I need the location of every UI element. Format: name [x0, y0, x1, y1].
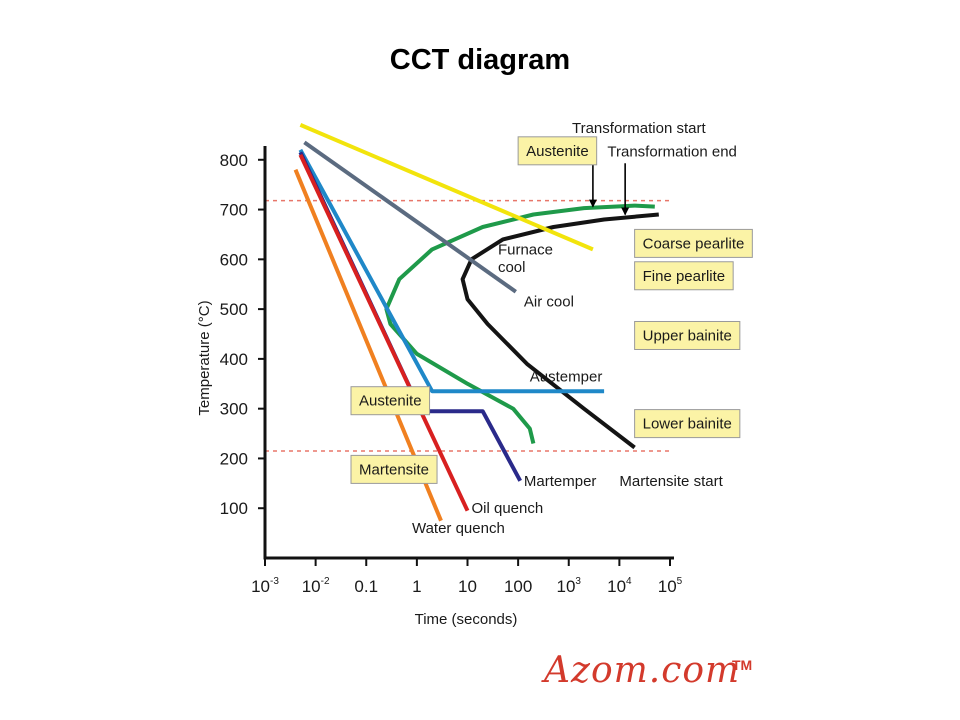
curve-label-austemper: Austemper	[530, 368, 603, 385]
x-tick-label: 10-3	[251, 576, 279, 596]
curve-label-water-quench: Water quench	[412, 520, 505, 537]
x-tick-label: 1	[412, 577, 421, 596]
region-label-box	[634, 228, 753, 258]
y-tick-label: 700	[220, 201, 248, 220]
region-label-martensite: Martensite	[350, 454, 438, 484]
series-line-oil-quench	[298, 153, 470, 512]
region-label-box	[350, 386, 431, 416]
region-label-lower-bainite: Lower bainite	[634, 409, 741, 439]
region-label-text: Austenite	[359, 393, 422, 410]
series-line-transformation-start	[384, 203, 655, 444]
region-label-austenite: Austenite	[517, 136, 598, 166]
x-tick-label: 10-2	[302, 576, 330, 596]
x-axis-label: Time (seconds)	[415, 611, 518, 628]
region-label-box	[634, 409, 741, 439]
page-title: CCT diagram	[389, 44, 571, 76]
azom-logo: Azom.com TM	[541, 650, 752, 691]
curve-label-oil-quench: Oil quench	[472, 500, 544, 517]
region-label-austenite: Austenite	[350, 386, 431, 416]
region-label-text: Fine pearlite	[643, 268, 726, 285]
region-label-box	[634, 261, 734, 291]
curve-label-martensite-start: Martensite start	[619, 473, 723, 490]
y-tick-label: 300	[220, 400, 248, 419]
region-labels: Austenite Coarse pearlite Fine pearlite Upp…	[350, 136, 753, 484]
curve-label-furnace: Furnace	[498, 241, 553, 258]
region-label-text: Martensite	[359, 461, 429, 478]
region-label-coarse-pearlite: Coarse pearlite	[634, 228, 753, 258]
x-tick-label: 105	[658, 576, 683, 596]
series-lines	[293, 123, 659, 522]
y-tick-label: 200	[220, 449, 248, 468]
region-label-text: Coarse pearlite	[643, 235, 745, 252]
axes	[263, 146, 674, 560]
region-label-fine-pearlite: Fine pearlite	[634, 261, 734, 291]
series-line-furnace-cool	[299, 123, 594, 252]
y-tick-label: 500	[220, 300, 248, 319]
y-axis-label: Temperature (°C)	[196, 300, 213, 415]
series-line-air-cool	[303, 140, 517, 294]
azom-logo-text: Azom.com	[541, 650, 740, 691]
y-tick-label: 100	[220, 499, 248, 518]
reference-lines	[265, 199, 670, 452]
region-label-text: Upper bainite	[643, 327, 732, 344]
annotation-transformation-end: Transformation end	[607, 143, 737, 160]
region-label-box	[634, 320, 741, 350]
tick-labels: 100 200 300 400 500 600 700 800 10-3 10-2 0.1 1 10 10…	[220, 151, 683, 596]
azom-logo-tm: TM	[732, 657, 752, 673]
region-label-upper-bainite: Upper bainite	[634, 320, 741, 350]
x-tick-label: 0.1	[354, 577, 378, 596]
y-tick-label: 800	[220, 151, 248, 170]
y-tick-label: 400	[220, 350, 248, 369]
x-tick-label: 100	[504, 577, 532, 596]
region-label-text: Lower bainite	[643, 416, 732, 433]
curve-label-martemper: Martemper	[524, 473, 597, 490]
x-tick-label: 10	[458, 577, 477, 596]
x-tick-label: 103	[557, 576, 582, 596]
series-line-martemper	[298, 151, 522, 482]
series-line-transformation-end	[460, 212, 659, 450]
y-tick-label: 600	[220, 250, 248, 269]
series-line-austemper	[298, 148, 605, 394]
curve-label-air-cool: Air cool	[524, 294, 574, 311]
annotation-transformation-start: Transformation start	[572, 120, 706, 137]
curve-label-cool: cool	[498, 259, 526, 276]
x-tick-label: 104	[607, 576, 632, 596]
annotations: Transformation start Transformation end	[572, 120, 737, 216]
region-label-text: Austenite	[526, 143, 589, 160]
region-label-box	[350, 454, 438, 484]
region-label-box	[517, 136, 598, 166]
